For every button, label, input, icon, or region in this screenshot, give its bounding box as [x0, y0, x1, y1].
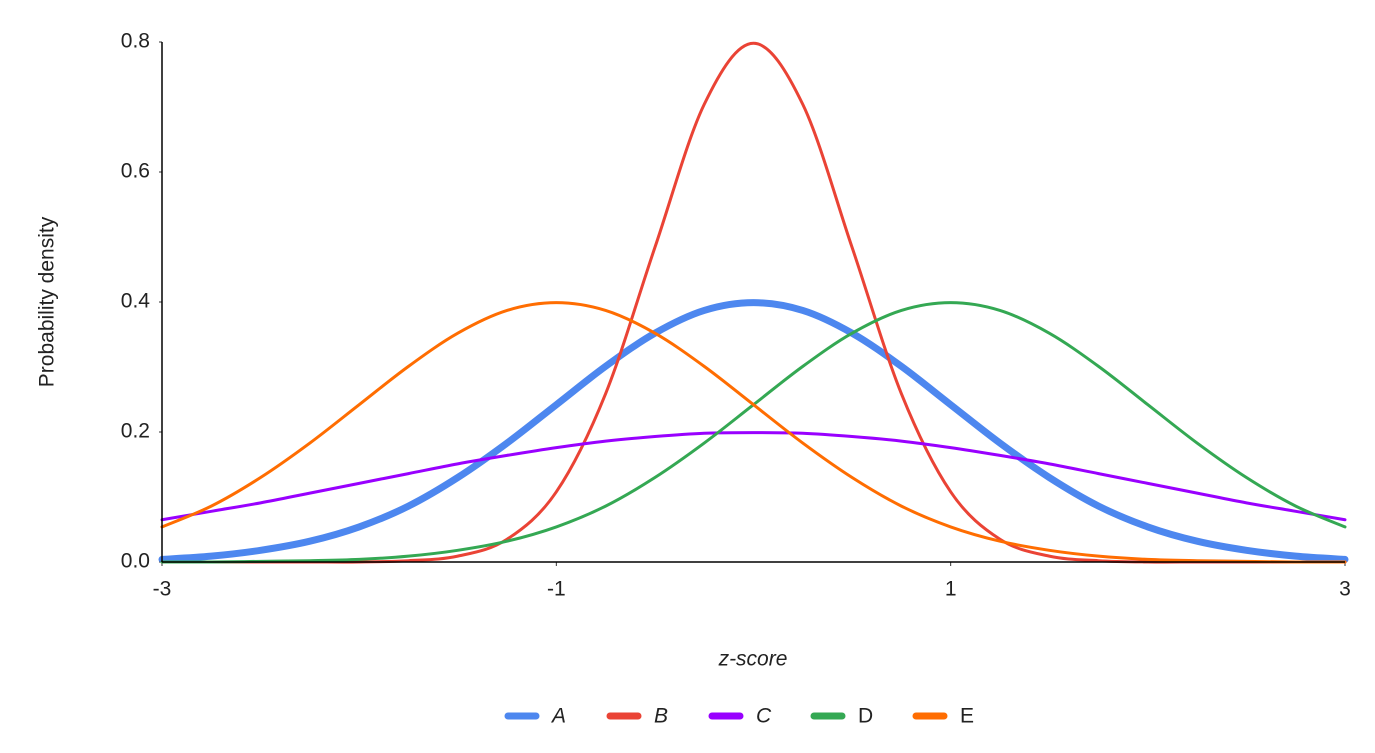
- y-tick-label: 0.4: [121, 290, 151, 313]
- x-tick-label: 1: [945, 578, 957, 601]
- legend-label: A: [550, 705, 566, 728]
- series-line: [160, 431, 1347, 522]
- x-tick-label: -1: [547, 578, 566, 601]
- series-line: [158, 299, 1349, 563]
- legend-label: B: [654, 705, 668, 728]
- y-tick-label: 0.6: [121, 160, 150, 183]
- x-axis-title: z-score: [718, 648, 788, 671]
- y-tick-label: 0.0: [121, 550, 150, 573]
- legend-label: D: [858, 705, 873, 728]
- x-tick-label: 3: [1339, 578, 1351, 601]
- y-axis-title: Probability density: [36, 216, 59, 387]
- x-tick-label: -3: [153, 578, 172, 601]
- legend-label: E: [960, 705, 974, 728]
- y-tick-label: 0.2: [121, 420, 150, 443]
- y-tick-label: 0.8: [121, 30, 150, 53]
- series-line: [160, 301, 1347, 564]
- legend-label: C: [756, 705, 772, 728]
